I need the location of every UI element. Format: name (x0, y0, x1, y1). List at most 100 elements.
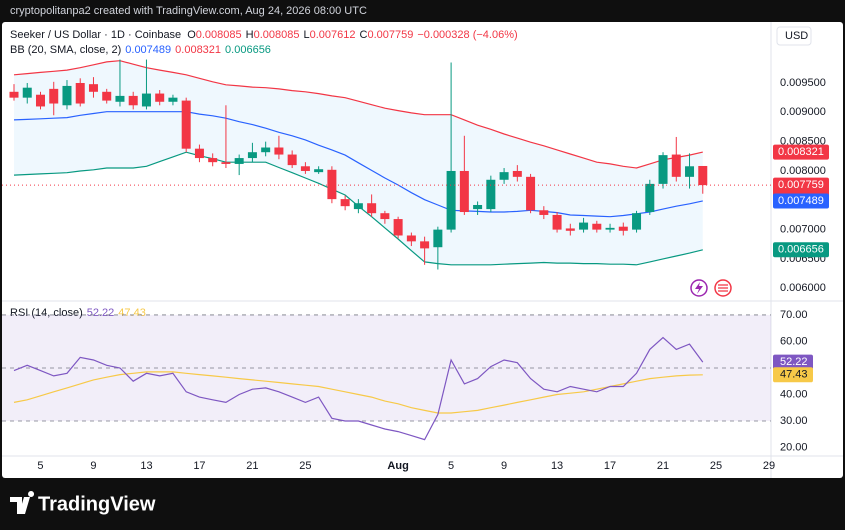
ohlc-key: O (187, 29, 196, 41)
candle-body (406, 235, 416, 242)
x-tick-label: 25 (299, 460, 311, 472)
plot-layer (2, 59, 771, 441)
y-tick-label: 30.00 (780, 415, 808, 427)
y-tick-label: 20.00 (780, 441, 808, 453)
x-tick-label: Aug (387, 460, 408, 472)
candle-body (658, 155, 668, 184)
candle-body (274, 147, 284, 155)
flag-icon[interactable] (714, 279, 732, 297)
x-tick-label: 21 (657, 460, 669, 472)
lightning-icon[interactable] (690, 279, 708, 297)
x-tick-label: 29 (763, 460, 775, 472)
candle-body (526, 176, 536, 211)
candle-body (314, 169, 324, 173)
bb-line (13, 60, 703, 169)
candle-body (181, 100, 191, 149)
candle-body (340, 199, 350, 207)
ohlc-value: 0.008085 (254, 29, 300, 41)
currency-box[interactable] (776, 26, 812, 46)
change: −0.000328 (−4.06%) (417, 29, 517, 41)
brand-logo (10, 491, 35, 514)
bb-value: 0.006656 (225, 44, 271, 56)
caption: cryptopolitanpa2 created with TradingVie… (10, 5, 367, 17)
alert-icons[interactable] (690, 279, 732, 297)
candle-body (499, 172, 509, 180)
rsi-value: 52.22 (87, 307, 115, 319)
brand: TradingView (10, 491, 156, 515)
candle-body (632, 213, 642, 230)
price-label: 0.007489 (778, 195, 824, 207)
ohlc-value: 0.007612 (310, 29, 356, 41)
candle-body (128, 95, 138, 106)
price-label: 0.007759 (778, 179, 824, 191)
ohlc-value: 0.007759 (367, 29, 413, 41)
legend-title: Seeker / US Dollar · 1D · Coinbase O0.008… (10, 29, 518, 41)
candle-body (367, 203, 377, 214)
candle-body (459, 170, 469, 213)
x-tick-label: 13 (551, 460, 563, 472)
candle-body (141, 93, 151, 107)
candle-body (300, 166, 310, 171)
candle-body (168, 97, 178, 102)
bb-legend: BB (20, SMA, close, 2) 0.007489 0.008321 0.… (10, 44, 271, 56)
y-tick-label: 0.009500 (780, 77, 826, 89)
candle-body (671, 154, 681, 177)
ohlc-key: L (303, 29, 309, 41)
candle-body (22, 87, 32, 98)
candle-body (261, 147, 271, 153)
rsi-label: 52.22 (780, 356, 808, 368)
candle-body (592, 223, 602, 230)
ohlc-value: 0.008085 (196, 29, 242, 41)
x-tick-label: 17 (604, 460, 616, 472)
currency[interactable]: USD (785, 30, 808, 42)
price-label-box (773, 144, 829, 160)
price-label-box (773, 242, 829, 258)
x-tick-label: 9 (501, 460, 507, 472)
candle-body (380, 213, 390, 220)
bb-title: BB (20, SMA, close, 2) (10, 44, 121, 56)
price-label: 0.006656 (778, 244, 824, 256)
x-tick-label: 9 (90, 460, 96, 472)
candle-body (645, 183, 655, 213)
lightning-glyph (695, 282, 703, 294)
rsi-label: 47.43 (780, 369, 808, 381)
y-tick-label: 70.00 (780, 309, 808, 321)
y-tick-label: 0.009000 (780, 106, 826, 118)
candle-body (512, 170, 522, 177)
bb-line (13, 111, 703, 218)
x-tick-label: 17 (193, 460, 205, 472)
rsi-label-box (773, 354, 813, 370)
candle-body (155, 93, 165, 102)
candle-body (9, 91, 19, 98)
candle-body (102, 91, 112, 101)
flag-glyph (718, 284, 728, 292)
bb-value: 0.007489 (125, 44, 171, 56)
rsi-line (13, 371, 703, 414)
price-label-box (773, 193, 829, 209)
y-tick-label: 60.00 (780, 335, 808, 347)
x-tick-label: 21 (246, 460, 258, 472)
price-label: 0.008321 (778, 146, 824, 158)
axis-labels: 5 9 13 17 21 25 Aug 5 9 13 17 21 25 29 0.009500 0.00900… (37, 77, 829, 472)
candle-body (208, 158, 218, 163)
candle-body (473, 204, 483, 210)
y-tick-label: 0.007000 (780, 224, 826, 236)
brand-name: TradingView (38, 493, 156, 515)
rsi-legend: RSI (14, close) 52.22 47.43 (10, 307, 146, 319)
x-tick-label: 13 (140, 460, 152, 472)
candle-body (486, 179, 496, 210)
x-tick-label: 5 (448, 460, 454, 472)
candle-body (698, 165, 708, 186)
rsi-value: 47.43 (118, 307, 146, 319)
candle-body (393, 219, 403, 236)
candle-body (420, 241, 430, 249)
candle-body (88, 84, 98, 92)
candle-body (552, 214, 562, 230)
candle-body (194, 148, 204, 159)
candle-body (49, 88, 59, 104)
candle-body (247, 152, 257, 159)
chart-area (2, 22, 843, 478)
candle-body (353, 203, 363, 210)
